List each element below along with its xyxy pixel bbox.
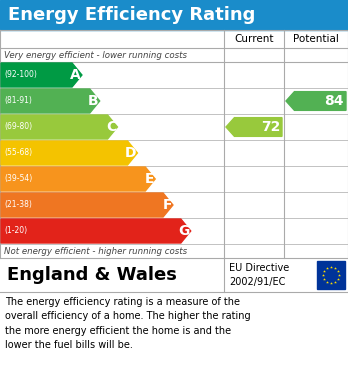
Text: F: F	[163, 198, 172, 212]
Text: E: E	[145, 172, 154, 186]
Polygon shape	[1, 89, 100, 113]
Text: Not energy efficient - higher running costs: Not energy efficient - higher running co…	[4, 246, 187, 255]
Text: The energy efficiency rating is a measure of the
overall efficiency of a home. T: The energy efficiency rating is a measur…	[5, 297, 251, 350]
Text: (1-20): (1-20)	[4, 226, 27, 235]
Text: A: A	[70, 68, 81, 82]
Text: (81-91): (81-91)	[4, 97, 32, 106]
Polygon shape	[1, 63, 82, 87]
Polygon shape	[1, 141, 137, 165]
Text: Current: Current	[234, 34, 274, 44]
Polygon shape	[1, 115, 117, 139]
Text: 72: 72	[261, 120, 280, 134]
Text: (39-54): (39-54)	[4, 174, 32, 183]
Polygon shape	[226, 118, 282, 136]
Text: B: B	[88, 94, 99, 108]
Bar	[317, 261, 345, 289]
Text: Potential: Potential	[293, 34, 339, 44]
Text: (92-100): (92-100)	[4, 70, 37, 79]
Text: EU Directive
2002/91/EC: EU Directive 2002/91/EC	[229, 263, 289, 287]
Polygon shape	[1, 219, 191, 243]
Bar	[0, 0, 348, 30]
Text: C: C	[106, 120, 117, 134]
Text: (55-68): (55-68)	[4, 149, 32, 158]
Text: England & Wales: England & Wales	[7, 266, 177, 284]
Polygon shape	[1, 193, 173, 217]
Text: 84: 84	[324, 94, 344, 108]
Text: Energy Efficiency Rating: Energy Efficiency Rating	[8, 6, 255, 24]
Text: D: D	[125, 146, 136, 160]
Text: (21-38): (21-38)	[4, 201, 32, 210]
Text: G: G	[178, 224, 190, 238]
Polygon shape	[1, 167, 155, 191]
Text: (69-80): (69-80)	[4, 122, 32, 131]
Text: Very energy efficient - lower running costs: Very energy efficient - lower running co…	[4, 50, 187, 59]
Polygon shape	[286, 91, 346, 110]
